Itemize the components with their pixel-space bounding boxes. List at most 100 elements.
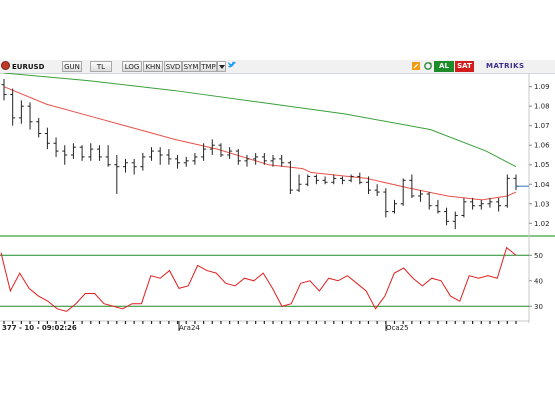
dropdown-icon: [218, 65, 225, 69]
ohlc-bar: [444, 207, 450, 226]
currency-button[interactable]: TL: [90, 61, 112, 72]
ohlc-bar: [244, 154, 250, 167]
sell-button[interactable]: SAT: [455, 61, 474, 72]
price-axis-label: 1.08: [534, 103, 550, 111]
price-axis-label: 1.07: [534, 122, 550, 130]
ohlc-bar: [96, 145, 102, 161]
price-axis-label: 1.09: [534, 83, 550, 91]
draw-button[interactable]: [411, 61, 421, 72]
chart-toolbar: EURUSD GUN TL LOG KHN SVD SYM TMP AL SAT…: [0, 60, 555, 74]
chart-canvas: 1.091.081.071.061.051.041.031.02 504030 …: [0, 73, 555, 332]
ohlc-bar: [201, 143, 207, 161]
ohlc-bar: [409, 174, 415, 198]
ohlc-bar: [235, 149, 241, 165]
ohlc-bar: [487, 197, 493, 208]
twitter-bird-icon: [228, 61, 236, 68]
chart-window: EURUSD GUN TL LOG KHN SVD SYM TMP AL SAT…: [0, 60, 555, 332]
oscillator-axis-label: 30: [534, 303, 543, 311]
ohlc-bar: [331, 174, 337, 185]
status-info: 377 - 10 - 09:02:26: [2, 324, 77, 332]
ohlc-bar: [504, 174, 510, 208]
ohlc-bar: [114, 154, 120, 195]
log-button[interactable]: LOG: [122, 61, 142, 72]
ohlc-bar: [305, 174, 311, 187]
ohlc-bar: [496, 197, 502, 212]
ohlc-bar: [348, 174, 354, 183]
ohlc-bar: [88, 143, 94, 161]
date-label-oca: Oca25: [386, 324, 409, 332]
sym-button[interactable]: SYM: [182, 61, 200, 72]
price-axis-label: 1.02: [534, 220, 550, 228]
ohlc-bar: [62, 145, 68, 165]
ohlc-bar: [192, 153, 198, 165]
ohlc-bar: [279, 154, 285, 167]
ohlc-bar: [122, 158, 128, 173]
symbol-label: EURUSD: [12, 63, 45, 71]
price-axis-label: 1.05: [534, 161, 550, 169]
ohlc-bar: [10, 88, 16, 126]
long-moving-average-line: [3, 73, 517, 168]
ohlc-bar: [400, 178, 406, 206]
ohlc-bar: [53, 137, 59, 157]
ohlc-bar: [227, 147, 233, 159]
brand-logo: MATRIKS: [486, 62, 525, 70]
ohlc-bar: [18, 100, 24, 124]
pencil-icon: [412, 62, 420, 70]
price-axis-label: 1.03: [534, 200, 550, 208]
price-axis-label: 1.04: [534, 181, 550, 189]
short-moving-average-line: [3, 86, 517, 201]
ohlc-bar: [149, 147, 155, 161]
ohlc-bar: [470, 197, 476, 210]
ohlc-bar: [461, 197, 467, 218]
ohlc-bar: [218, 143, 224, 157]
ohlc-bar: [157, 147, 163, 165]
ohlc-bar: [183, 156, 189, 167]
flag-icon: [1, 61, 10, 70]
ohlc-bar: [140, 153, 146, 171]
ohlc-bar: [296, 174, 302, 193]
ohlc-bar: [166, 149, 172, 165]
ohlc-bar: [313, 174, 319, 185]
ohlc-bar: [365, 176, 371, 195]
ohlc-bar: [426, 192, 432, 210]
tmp-button[interactable]: TMP: [200, 61, 217, 72]
time-axis: [3, 321, 517, 331]
ohlc-bar: [418, 190, 424, 202]
ohlc-bar: [44, 127, 50, 150]
price-axis-label: 1.06: [534, 142, 550, 150]
ohlc-bar: [339, 176, 345, 185]
oscillator-axis-label: 50: [534, 252, 543, 260]
ohlc-bar: [513, 174, 519, 191]
ohlc-bar: [209, 139, 215, 155]
buy-button[interactable]: AL: [434, 61, 454, 72]
ohlc-bar: [322, 176, 328, 185]
ohlc-bar: [383, 188, 389, 218]
ohlc-bar: [175, 154, 181, 169]
ohlc-bar: [1, 78, 7, 101]
refresh-icon: [424, 62, 432, 70]
ohlc-bar: [261, 153, 267, 165]
ohlc-bar: [374, 184, 380, 196]
oscillator-line: [0, 246, 517, 312]
share-button[interactable]: [227, 61, 237, 72]
symbol-selector[interactable]: EURUSD: [1, 61, 53, 72]
ohlc-bar: [105, 145, 111, 167]
svd-button[interactable]: SVD: [164, 61, 182, 72]
khn-button[interactable]: KHN: [143, 61, 163, 72]
ohlc-bar: [131, 158, 137, 175]
ohlc-bar: [70, 143, 76, 159]
refresh-button[interactable]: [423, 61, 433, 72]
ohlc-bar: [392, 199, 398, 214]
template-dropdown-button[interactable]: [217, 61, 226, 72]
oscillator-panel[interactable]: 50 40 30: [0, 246, 543, 312]
ohlc-bar: [253, 153, 259, 165]
price-panel[interactable]: 1.09 1.08 1.07 1.06 1.05 1.04 1.03 1.02: [1, 73, 551, 230]
ohlc-bar: [287, 160, 293, 195]
period-button[interactable]: GUN: [62, 61, 82, 72]
ohlc-bar: [435, 199, 441, 214]
ohlc-bar: [478, 199, 484, 210]
ohlc-bar: [27, 102, 33, 130]
ohlc-bar: [357, 172, 363, 185]
ohlc-bar: [36, 117, 42, 138]
ohlc-bar: [270, 154, 276, 167]
